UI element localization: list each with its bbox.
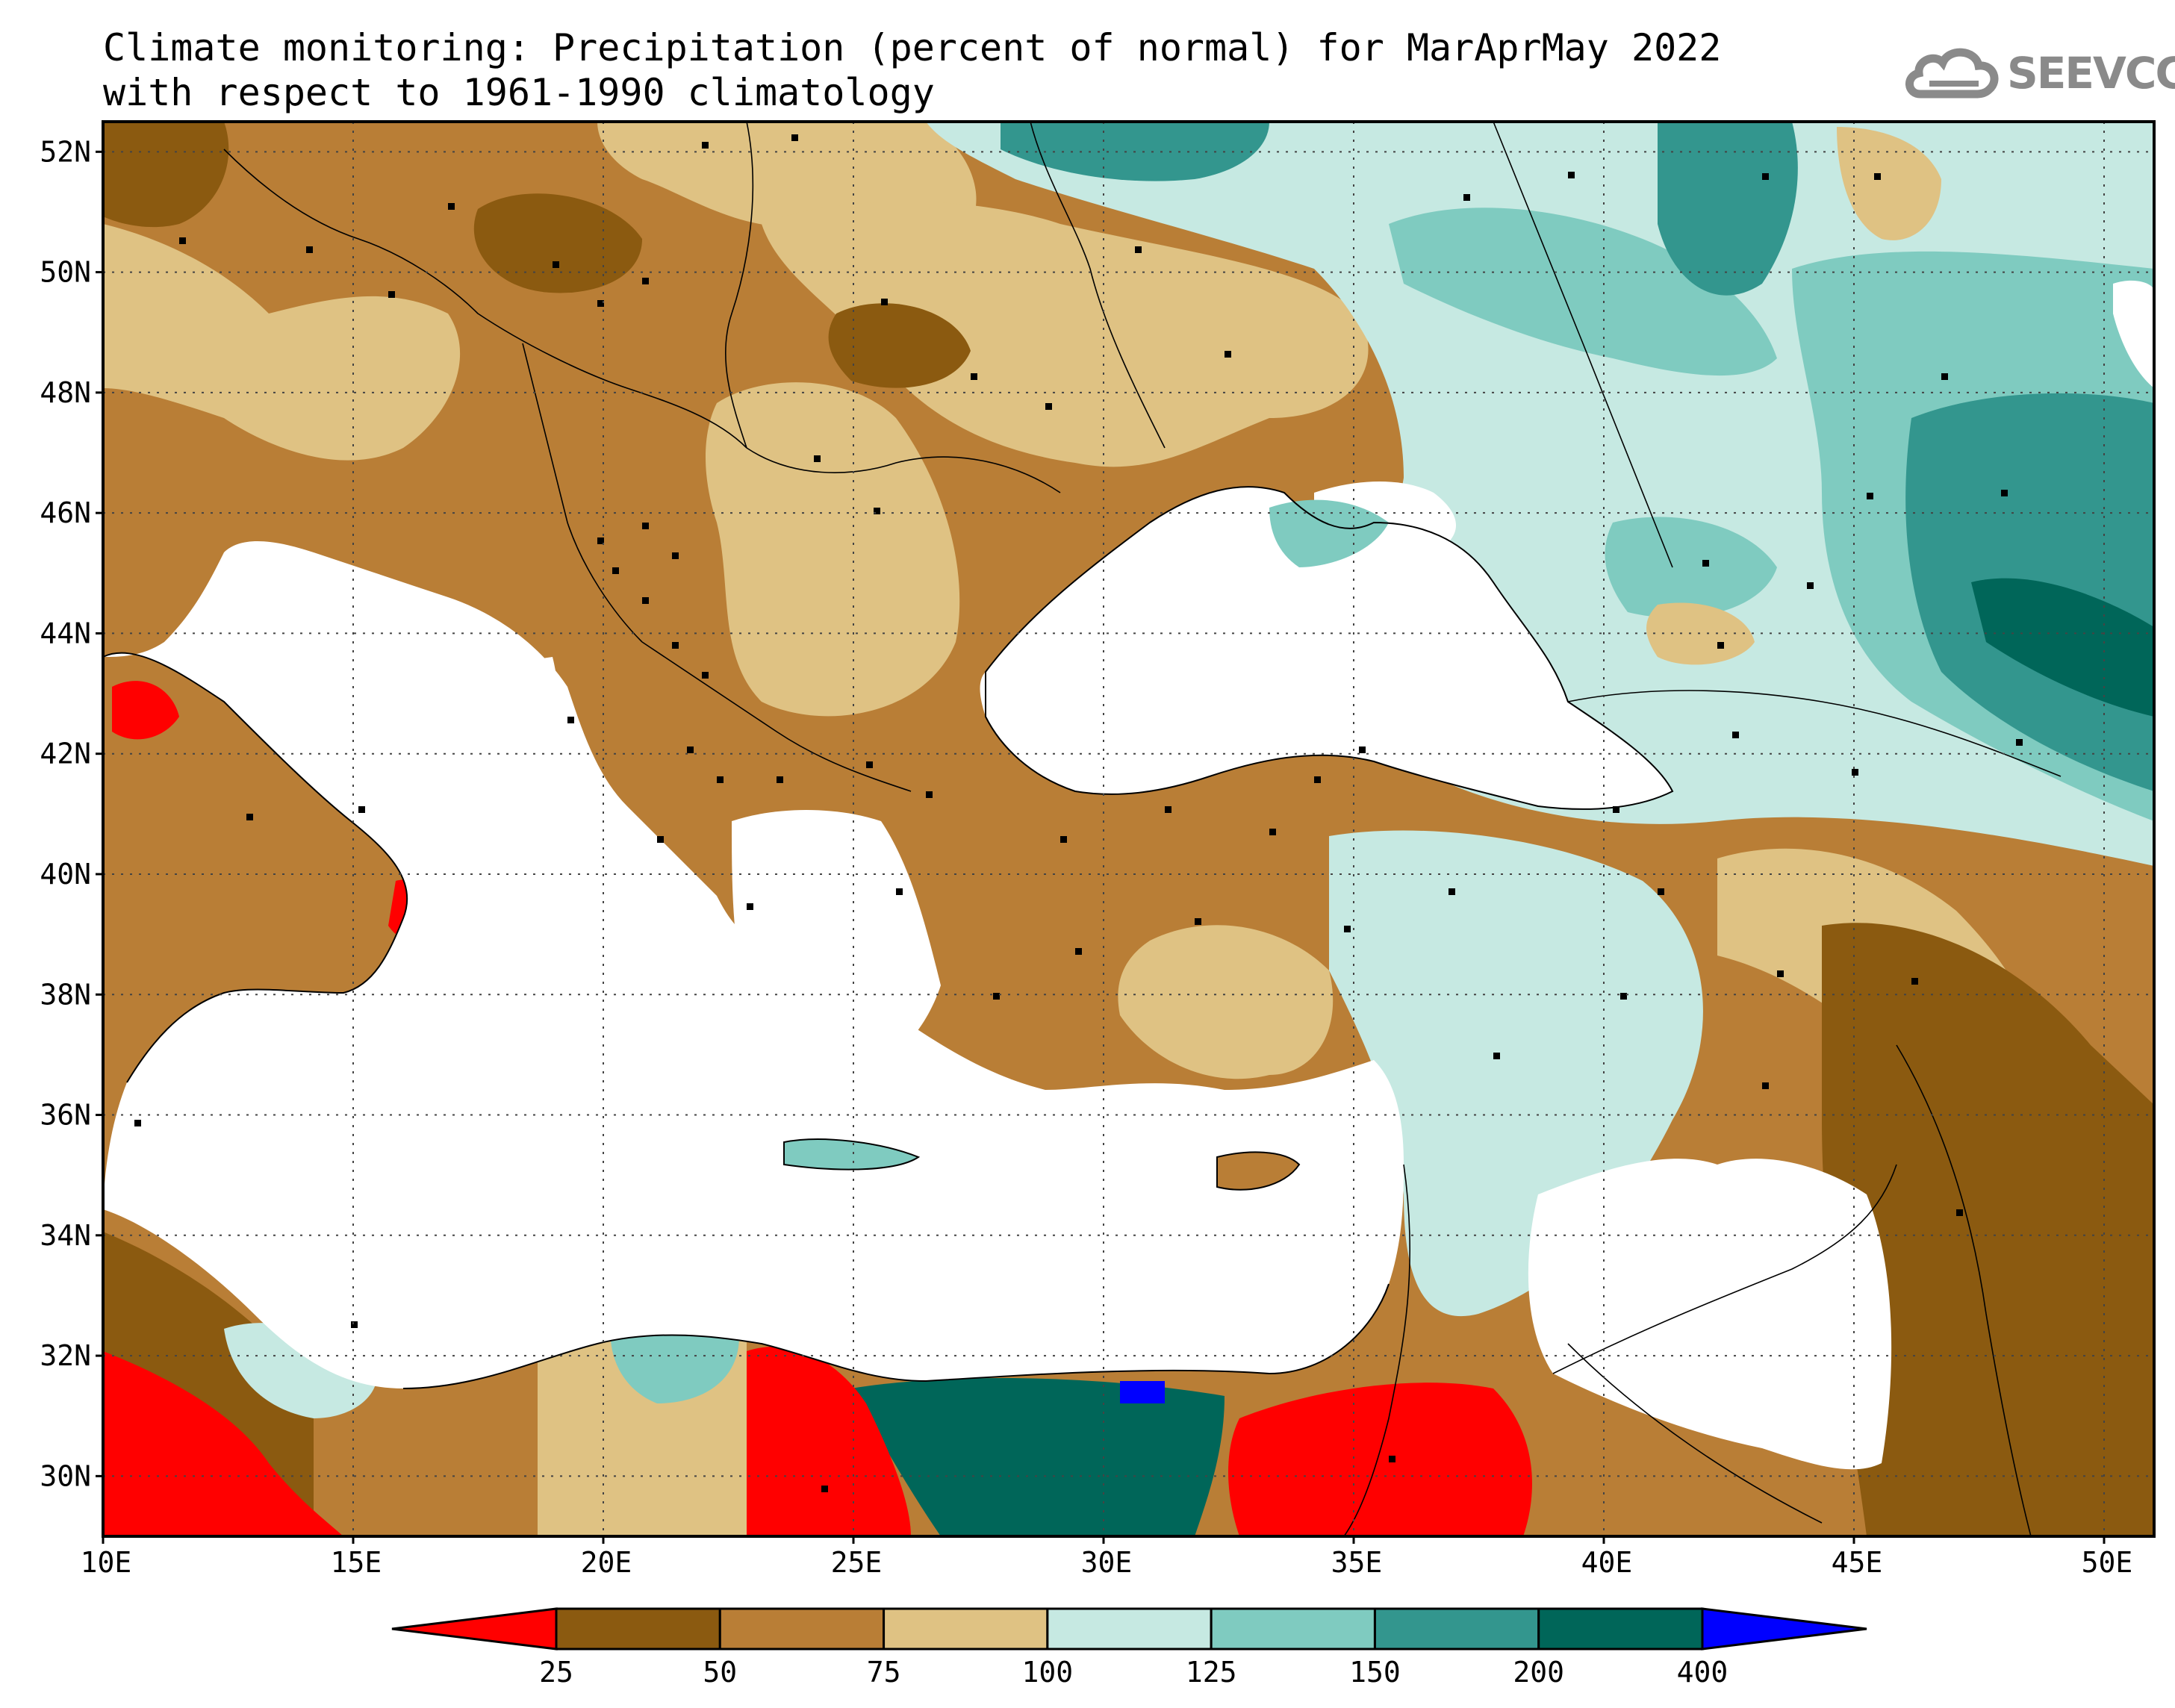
title-line-1: Climate monitoring: Precipitation (perce… [103, 26, 1722, 69]
lat-tick-label: 32N [40, 1339, 91, 1372]
field-zone-tan-north [597, 122, 977, 228]
field-zone-tan-anatolia [1118, 925, 1334, 1079]
lat-tick-label: 52N [40, 135, 91, 168]
colorbar-label: 400 [1677, 1656, 1729, 1689]
map-title: Climate monitoring: Precipitation (perce… [103, 25, 1721, 115]
colorbar-label: 25 [539, 1656, 573, 1689]
lon-tick-label: 50E [2082, 1546, 2133, 1579]
field-zone-tan-kuban [1646, 602, 1755, 665]
colorbar-segment [718, 1607, 886, 1651]
sea-black-sea [980, 487, 1673, 809]
colorbar: 25 50 75 100 125 150 200 400 [391, 1607, 1867, 1689]
colorbar-arrow-low [391, 1607, 558, 1651]
field-zone-darkbrown-west [103, 122, 229, 228]
mask-caspian-edge [2113, 280, 2154, 388]
map-frame [102, 120, 2156, 1538]
lon-tick-label: 45E [1832, 1546, 1883, 1579]
colorbar-label: 150 [1349, 1656, 1401, 1689]
field-zone-darkbrown-carpathian [828, 303, 971, 388]
seevccc-logo: SEEVCCC [1904, 42, 2175, 109]
colorbar-segment [1210, 1607, 1376, 1651]
field-zone-tan-east [762, 202, 1369, 467]
sea-ionian [448, 657, 559, 821]
field-zone-darkteal-caspian [1971, 578, 2154, 717]
field-zone-red-sinai [1228, 1383, 1532, 1536]
lat-tick-label: 38N [40, 978, 91, 1011]
colorbar-label: 75 [867, 1656, 901, 1689]
cloud-icon [1905, 48, 1999, 99]
field-zone-tan-central [706, 382, 960, 717]
lat-tick-label: 30N [40, 1459, 91, 1492]
lon-tick-label: 15E [331, 1546, 382, 1579]
field-zone-midteal-east [1389, 208, 1777, 376]
lat-tick-label: 40N [40, 858, 91, 891]
lat-tick-label: 42N [40, 738, 91, 770]
field-zone-midteal-don [1605, 517, 1777, 618]
field-zone-blue-nile [1120, 1381, 1165, 1403]
lat-tick-label: 48N [40, 376, 91, 409]
sea-aegean [732, 810, 941, 1075]
map-frame-area [103, 122, 2154, 1536]
colorbar-segment [1373, 1607, 1540, 1651]
field-zone-darkbrown-north [473, 193, 642, 293]
field-zone-darkteal-egypt [851, 1378, 1225, 1536]
lon-tick-label: 30E [1081, 1546, 1133, 1579]
station-markers [134, 134, 2023, 1492]
field-zone-tan-ukraine [1837, 127, 1941, 240]
country-borders [223, 122, 2062, 1536]
lat-tick-label: 44N [40, 617, 91, 649]
colorbar-arrow-high [1701, 1607, 1867, 1651]
lat-tick-label: 34N [40, 1219, 91, 1252]
colorbar-segment [1046, 1607, 1213, 1651]
lat-axis: 52N 50N 48N 46N 44N 42N 40N 38N 36N 34N 32N 30N [40, 135, 103, 1492]
colorbar-segment [555, 1607, 721, 1651]
lon-axis: 10E 15E 20E 25E 30E 35E 40E 45E 50E [81, 1536, 2133, 1579]
coastlines [103, 486, 1674, 1389]
colorbar-segment [883, 1607, 1049, 1651]
lon-tick-label: 40E [1581, 1546, 1633, 1579]
lat-tick-label: 46N [40, 496, 91, 529]
field-zone-teal-north [1658, 122, 1798, 296]
field-zone-red-italy [112, 681, 179, 740]
colorbar-segment [1537, 1607, 1704, 1651]
lon-tick-label: 35E [1331, 1546, 1383, 1579]
land-cyprus [1217, 1152, 1299, 1190]
lon-tick-label: 20E [581, 1546, 632, 1579]
lat-tick-label: 50N [40, 256, 91, 289]
colorbar-label: 125 [1186, 1656, 1237, 1689]
lat-tick-label: 36N [40, 1099, 91, 1132]
lon-tick-label: 25E [831, 1546, 883, 1579]
logo-text: SEEVCCC [2007, 48, 2175, 99]
colorbar-label: 200 [1513, 1656, 1564, 1689]
lon-tick-label: 10E [81, 1546, 132, 1579]
colorbar-label: 50 [703, 1656, 737, 1689]
mask-syria-desert [1528, 1159, 1892, 1470]
field-zone-red-west-africa [103, 1351, 343, 1536]
colorbar-label: 100 [1022, 1656, 1074, 1689]
field-zone-red-libya [747, 1346, 911, 1536]
field-zone-tan-alps [103, 224, 461, 461]
gridlines [103, 122, 2154, 1536]
title-line-2: with respect to 1961-1990 climatology [103, 71, 935, 114]
land-crimea [1269, 499, 1389, 567]
land-crete [784, 1139, 918, 1170]
field-zone-darkbrown-east [1822, 923, 2154, 1536]
